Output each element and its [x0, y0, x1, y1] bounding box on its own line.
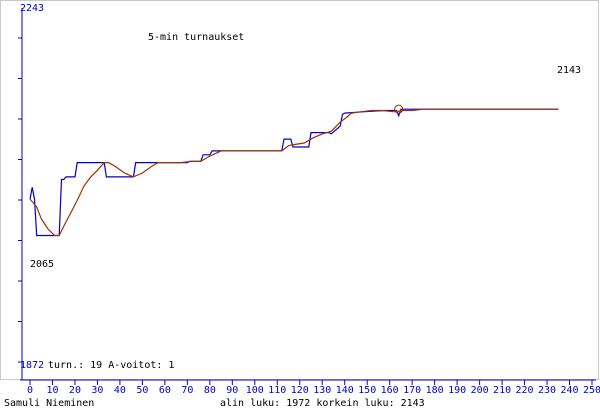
minmax-label: alin luku: 1972 korkein luku: 2143: [220, 398, 425, 409]
x-ticks: 0 10 20 30 40 50 60 70 80 90 100 110 120 130 140 150 160…: [27, 380, 600, 396]
axes: [18, 8, 596, 381]
x-tick-label: 50: [136, 385, 148, 396]
x-tick-label: 80: [204, 385, 216, 396]
x-tick-label: 10: [46, 385, 58, 396]
series-line-2: [29, 108, 559, 237]
stats-label: turn.: 19 A-voitot: 1: [48, 360, 174, 371]
x-tick-label: 100: [246, 385, 264, 396]
author-label: Samuli Nieminen: [4, 398, 94, 409]
x-tick-label: 140: [336, 385, 354, 396]
x-tick-label: 210: [493, 385, 511, 396]
x-tick-label: 20: [69, 385, 81, 396]
x-tick-label: 160: [381, 385, 399, 396]
x-tick-label: 150: [358, 385, 376, 396]
x-tick-label: 220: [516, 385, 534, 396]
x-tick-label: 30: [91, 385, 103, 396]
x-tick-label: 40: [114, 385, 126, 396]
x-tick-label: 230: [538, 385, 556, 396]
x-tick-label: 120: [291, 385, 309, 396]
x-tick-label: 250: [583, 385, 600, 396]
x-tick-label: 130: [313, 385, 331, 396]
x-tick-label: 110: [268, 385, 286, 396]
x-tick-label: 70: [181, 385, 193, 396]
series-layer: [29, 104, 559, 237]
chart-title: 5-min turnaukset: [148, 32, 244, 43]
series-line-1: [29, 108, 559, 237]
series-marker: [394, 104, 404, 114]
x-tick-label: 0: [27, 385, 33, 396]
x-tick-label: 180: [426, 385, 444, 396]
x-tick-label: 60: [159, 385, 171, 396]
x-tick-label: 90: [226, 385, 238, 396]
x-tick-label: 190: [448, 385, 466, 396]
x-tick-label: 240: [560, 385, 578, 396]
y-top-label: 2243: [20, 3, 44, 14]
low-value-label: 2065: [30, 259, 54, 270]
x-tick-label: 200: [471, 385, 489, 396]
plot-border: [0, 0, 599, 380]
y-bottom-label: 1872: [20, 360, 44, 371]
x-tick-label: 170: [403, 385, 421, 396]
end-value-label: 2143: [557, 65, 581, 76]
